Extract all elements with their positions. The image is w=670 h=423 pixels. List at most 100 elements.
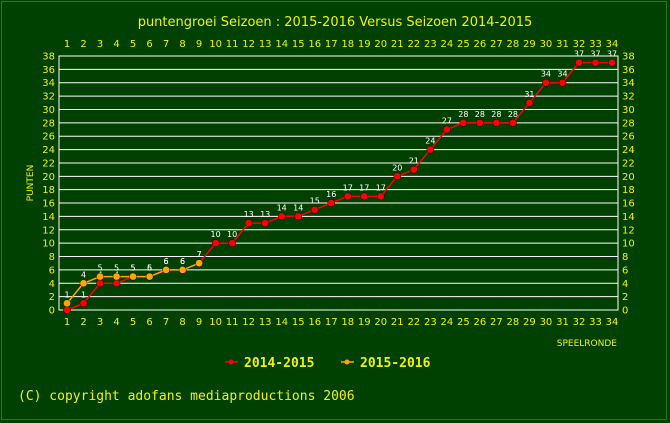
x-tick-bottom-16: 16 [308,317,321,328]
data-point-2015-2016-1 [63,299,71,308]
x-tick-bottom-4: 4 [113,317,119,328]
data-label-2014-2015-18: 17 [343,183,353,192]
x-tick-bottom-21: 21 [391,317,404,328]
y-tick-left-26: 26 [42,132,55,143]
data-point-2014-2015-4 [112,279,121,288]
x-tick-top-34: 34 [606,39,619,50]
data-label-2014-2015-19: 17 [359,183,369,192]
data-point-2014-2015-26 [476,119,484,127]
x-tick-top-25: 25 [457,39,470,50]
y-tick-left-0: 0 [49,306,55,317]
data-label-2015-2016-9: 7 [197,250,202,259]
y-tick-left-30: 30 [42,105,55,116]
x-tick-top-22: 22 [407,39,420,50]
y-tick-right-26: 26 [622,132,635,143]
data-point-2015-2016-3 [96,272,104,281]
data-point-2014-2015-34 [608,58,616,67]
data-label-2014-2015-32: 37 [574,50,584,59]
data-point-2014-2015-23 [426,145,435,154]
x-tick-top-12: 12 [242,39,255,50]
x-tick-bottom-14: 14 [275,317,288,328]
data-point-2015-2016-9 [195,259,203,268]
data-label-2014-2015-28: 28 [508,110,518,119]
data-point-2015-2016-2 [79,279,88,288]
y-tick-left-10: 10 [42,239,55,250]
x-tick-bottom-31: 31 [556,317,569,328]
x-tick-bottom-11: 11 [226,317,239,328]
x-tick-top-11: 11 [226,39,239,50]
data-label-2014-2015-7: 6 [164,257,169,266]
x-tick-bottom-10: 10 [209,317,222,328]
x-tick-top-7: 7 [163,39,169,50]
x-tick-bottom-19: 19 [358,317,371,328]
y-tick-left-22: 22 [42,158,55,169]
data-label-2014-2015-6: 5 [147,264,152,273]
data-label-2014-2015-26: 28 [475,110,485,119]
data-point-2014-2015-33 [591,58,600,67]
data-point-2015-2016-5 [129,272,137,281]
x-tick-bottom-23: 23 [424,317,437,328]
data-label-2015-2016-7: 6 [164,257,169,266]
data-point-2014-2015-2 [79,299,88,308]
y-tick-left-34: 34 [42,78,55,89]
data-point-2015-2016-4 [112,272,121,281]
x-tick-top-3: 3 [97,39,103,50]
y-tick-right-22: 22 [622,158,635,169]
y-tick-right-0: 0 [622,306,628,317]
x-tick-top-26: 26 [474,39,487,50]
x-axis-bottom: 1 2 3 4 5 6 7 8 9 10 11 12 13 14 15 16 17 18 19 20 21 22 23 24 2… [64,317,619,328]
data-label-2014-2015-33: 37 [590,50,600,59]
y-tick-right-4: 4 [622,279,628,290]
data-label-2014-2015-30: 34 [541,70,551,79]
x-tick-top-18: 18 [341,39,354,50]
x-tick-top-6: 6 [146,39,152,50]
data-label-2014-2015-34: 37 [607,50,617,59]
y-tick-right-6: 6 [622,265,628,276]
data-point-2015-2016-8 [178,266,187,274]
data-label-2015-2016-3: 5 [97,264,102,273]
x-tick-bottom-32: 32 [573,317,586,328]
y-tick-right-36: 36 [622,65,635,76]
y-tick-right-8: 8 [622,252,628,263]
x-tick-top-20: 20 [374,39,387,50]
y-tick-left-6: 6 [49,265,55,276]
x-tick-top-10: 10 [209,39,222,50]
data-point-2014-2015-22 [410,165,418,174]
data-label-2014-2015-15: 14 [293,203,303,212]
x-tick-bottom-25: 25 [457,317,470,328]
data-label-2014-2015-8: 6 [180,257,185,266]
x-tick-top-19: 19 [358,39,371,50]
x-tick-bottom-13: 13 [259,317,272,328]
y-tick-right-14: 14 [622,212,635,223]
x-tick-top-29: 29 [523,39,536,50]
x-tick-top-32: 32 [573,39,586,50]
x-tick-bottom-28: 28 [507,317,520,328]
data-point-2014-2015-25 [459,119,468,127]
x-tick-top-21: 21 [391,39,404,50]
data-label-2014-2015-23: 24 [425,137,435,146]
data-point-2014-2015-30 [542,78,550,87]
y-tick-left-4: 4 [49,279,55,290]
x-tick-bottom-5: 5 [130,317,136,328]
data-point-2014-2015-11 [228,239,236,247]
data-point-2014-2015-12 [244,219,253,227]
x-tick-top-16: 16 [308,39,321,50]
x-axis-label: SPEELRONDE [557,339,618,349]
data-label-2014-2015-20: 17 [376,183,386,192]
data-label-2014-2015-9: 7 [197,250,202,259]
x-tick-bottom-17: 17 [325,317,338,328]
data-point-2014-2015-13 [261,219,269,227]
data-point-2014-2015-32 [575,58,583,67]
y-tick-left-20: 20 [42,172,55,183]
x-tick-bottom-26: 26 [474,317,487,328]
data-point-2014-2015-17 [327,199,336,207]
data-point-2014-2015-27 [492,119,501,127]
y-tick-left-36: 36 [42,65,55,76]
data-point-2014-2015-16 [310,205,319,214]
x-tick-bottom-15: 15 [292,317,305,328]
y-tick-left-32: 32 [42,92,55,103]
y-tick-right-30: 30 [622,105,635,116]
x-tick-top-30: 30 [540,39,553,50]
